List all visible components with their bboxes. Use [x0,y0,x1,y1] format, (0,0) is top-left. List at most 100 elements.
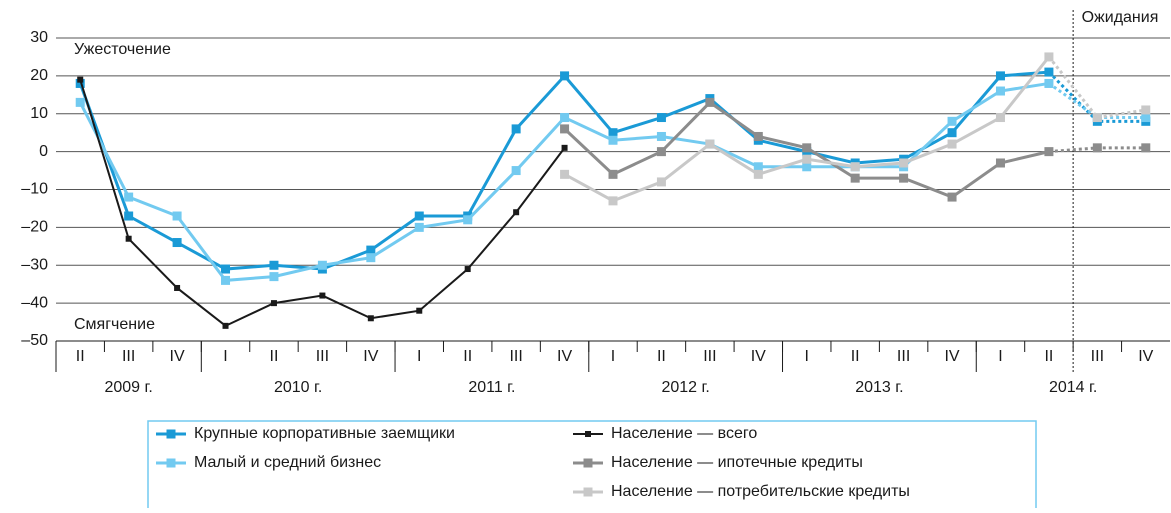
y-tick-label: –50 [21,332,48,349]
marker [753,131,763,141]
marker [656,147,666,157]
marker [560,124,570,134]
marker [367,315,374,322]
y-tick-label: 10 [30,105,48,122]
x-tick-label: IV [557,348,572,365]
marker [561,144,568,151]
marker [463,215,473,225]
marker [850,162,860,172]
x-tick-label: I [223,348,227,365]
marker [414,222,424,232]
marker [511,124,521,134]
y-tick-label: –30 [21,256,48,273]
x-tick-label: III [509,348,522,365]
marker [608,169,618,179]
group-label: 2010 г. [274,379,322,396]
marker [753,162,763,172]
marker [656,177,666,187]
x-tick-label: II [270,348,279,365]
y-tick-label: 30 [30,29,48,46]
y-tick-label: –10 [21,181,48,198]
marker [124,211,134,221]
y-tick-label: –20 [21,219,48,236]
marker [1141,105,1151,115]
legend-swatch-marker [583,458,593,468]
legend-swatch-marker [166,429,176,439]
marker [1044,78,1054,88]
y-tick-label: 0 [39,143,48,160]
marker [705,139,715,149]
legend-label: Население — всего [611,425,757,442]
x-tick-label: III [122,348,135,365]
marker [125,235,132,242]
marker [174,284,181,291]
marker [172,238,182,248]
group-label: 2014 г. [1049,379,1097,396]
x-tick-label: I [611,348,615,365]
marker [221,264,231,274]
marker [947,116,957,126]
marker [172,211,182,221]
legend-label: Население — ипотечные кредиты [611,454,863,471]
series-line-expected [1047,56,1147,120]
marker [802,143,812,153]
x-tick-label: III [703,348,716,365]
marker [513,209,520,216]
marker [317,260,327,270]
x-tick-label: I [417,348,421,365]
x-tick-label: III [1091,348,1104,365]
marker [1044,52,1054,62]
x-tick-label: III [316,348,329,365]
marker [608,196,618,206]
y-tick-label: 20 [30,67,48,84]
x-tick-label: IV [751,348,766,365]
marker [124,192,134,202]
marker [269,272,279,282]
marker [366,253,376,263]
marker [1141,113,1151,123]
x-tick-label: I [998,348,1002,365]
marker [560,169,570,179]
marker [802,162,812,172]
marker [995,86,1005,96]
x-tick-label: II [76,348,85,365]
legend-swatch-marker [166,458,176,468]
group-label: 2013 г. [855,379,903,396]
marker [995,71,1005,81]
marker [221,275,231,285]
x-tick-label: II [463,348,472,365]
marker [947,139,957,149]
x-tick-label: II [851,348,860,365]
x-tick-label: IV [363,348,378,365]
marker [416,307,423,314]
annotation-expectations: Ожидания [1082,9,1159,26]
marker [1044,147,1054,157]
x-tick-label: I [805,348,809,365]
legend-label: Население — потребительские кредиты [611,483,910,500]
legend-label: Малый и средний бизнес [194,454,381,471]
x-tick-label: IV [1138,348,1153,365]
marker [995,158,1005,168]
marker [656,131,666,141]
marker [269,260,279,270]
marker [1092,143,1102,153]
marker [608,128,618,138]
group-label: 2011 г. [468,379,515,396]
legend-swatch-marker [583,487,593,497]
marker [656,113,666,123]
marker [319,292,326,299]
marker [705,97,715,107]
annotation-bottom: Смягчение [74,316,155,333]
marker [75,78,85,88]
marker [1044,67,1054,77]
marker [995,113,1005,123]
series-line-expected [1048,82,1146,120]
marker [947,128,957,138]
marker [560,71,570,81]
x-tick-label: IV [944,348,959,365]
marker [511,166,521,176]
legend-swatch-marker [585,431,591,437]
marker [1141,143,1151,153]
series-line [79,79,566,328]
